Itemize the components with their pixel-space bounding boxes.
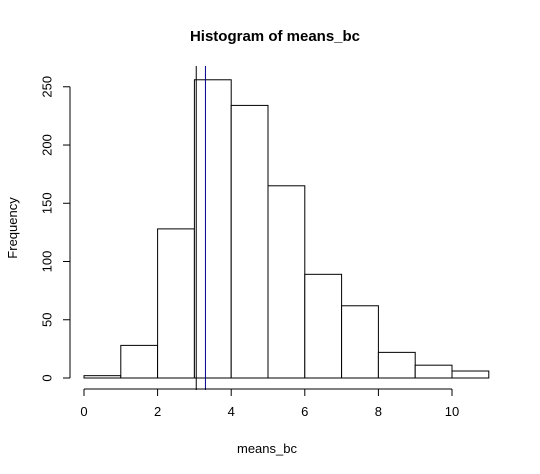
histogram-bar bbox=[414, 364, 453, 379]
histogram-bar bbox=[157, 228, 195, 379]
histogram-bar bbox=[193, 79, 232, 379]
x-axis: 0 2 4 6 8 10 bbox=[80, 388, 459, 419]
x-axis-label: means_bc bbox=[237, 441, 297, 456]
bars-group bbox=[83, 79, 490, 379]
histogram-bar bbox=[341, 305, 379, 379]
x-tick-label: 2 bbox=[154, 404, 161, 419]
x-tick-label: 8 bbox=[375, 404, 382, 419]
histogram-bar bbox=[267, 185, 306, 379]
x-tick-label: 0 bbox=[80, 404, 87, 419]
y-tick-label: 150 bbox=[39, 192, 54, 214]
y-axis: 0 50 100 150 200 250 bbox=[39, 76, 71, 382]
histogram-bar bbox=[304, 273, 343, 379]
vertical-lines-group bbox=[195, 66, 206, 390]
y-tick-label: 100 bbox=[39, 251, 54, 273]
y-tick-label: 250 bbox=[39, 76, 54, 98]
y-tick-label: 0 bbox=[39, 374, 54, 381]
histogram-bar bbox=[377, 351, 416, 379]
histogram-bar bbox=[230, 104, 269, 379]
x-tick-label: 6 bbox=[301, 404, 308, 419]
x-tick-label: 10 bbox=[445, 404, 459, 419]
x-tick-label: 4 bbox=[228, 404, 235, 419]
histogram-bar bbox=[120, 344, 159, 379]
y-axis-label: Frequency bbox=[5, 197, 20, 259]
y-tick-label: 50 bbox=[39, 313, 54, 327]
histogram-bar bbox=[83, 375, 122, 379]
chart-title: Histogram of means_bc bbox=[190, 28, 360, 45]
y-tick-label: 200 bbox=[39, 134, 54, 156]
histogram-bar bbox=[451, 370, 490, 379]
